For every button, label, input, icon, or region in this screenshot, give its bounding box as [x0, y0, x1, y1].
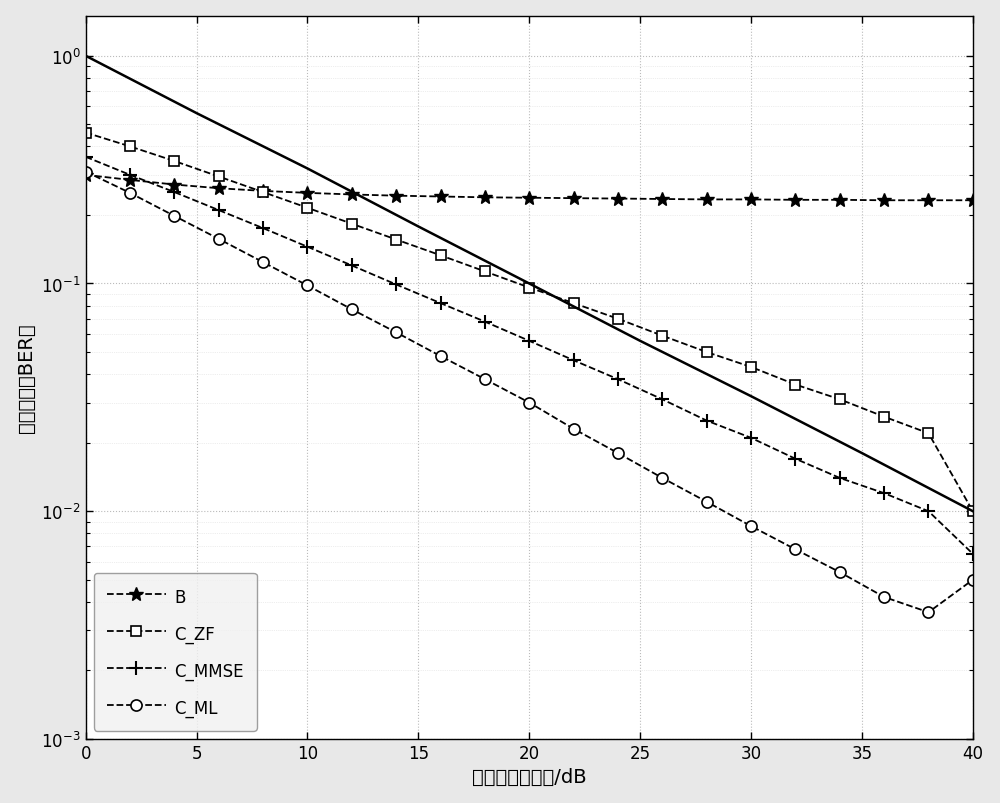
C_ZF — [701, 348, 713, 357]
C_ZF — [168, 157, 180, 167]
B — [922, 196, 934, 206]
C_MMSE — [967, 549, 979, 559]
C_MMSE — [878, 489, 890, 499]
C_MMSE — [301, 243, 313, 252]
C_ML — [523, 398, 535, 408]
B — [656, 195, 668, 205]
C_MMSE — [701, 416, 713, 426]
C_ZF — [346, 220, 358, 230]
C_MMSE — [257, 224, 269, 234]
C_ZF — [745, 363, 757, 373]
C_ML — [257, 258, 269, 267]
X-axis label: 系统平均信噪比/dB: 系统平均信噪比/dB — [472, 768, 587, 786]
B — [390, 192, 402, 202]
B — [168, 181, 180, 190]
C_ML — [213, 234, 225, 244]
C_ML — [612, 449, 624, 459]
C_ML — [568, 425, 580, 434]
B — [878, 196, 890, 206]
Y-axis label: 误比特率（BER）: 误比特率（BER） — [17, 323, 36, 433]
Line: C_ZF: C_ZF — [81, 128, 978, 516]
C_ML — [922, 608, 934, 618]
C_ZF — [257, 188, 269, 198]
B — [701, 195, 713, 205]
C_ML — [479, 375, 491, 385]
Line: B: B — [79, 169, 980, 208]
C_ML — [301, 281, 313, 291]
Line: C_ML: C_ML — [80, 167, 978, 618]
B — [745, 195, 757, 205]
C_MMSE — [390, 280, 402, 290]
C_ZF — [922, 429, 934, 438]
C_ML — [80, 168, 92, 177]
C_MMSE — [80, 153, 92, 162]
C_ML — [967, 575, 979, 585]
B — [213, 184, 225, 194]
C_ML — [656, 474, 668, 483]
C_MMSE — [834, 474, 846, 483]
B — [257, 187, 269, 197]
Legend: B, C_ZF, C_MMSE, C_ML: B, C_ZF, C_MMSE, C_ML — [94, 573, 257, 731]
B — [80, 171, 92, 181]
C_MMSE — [922, 507, 934, 516]
C_ZF — [834, 395, 846, 405]
C_ML — [745, 522, 757, 532]
C_MMSE — [789, 454, 801, 464]
C_ML — [346, 305, 358, 315]
B — [789, 196, 801, 206]
C_ZF — [878, 413, 890, 422]
C_ZF — [124, 142, 136, 152]
C_ML — [834, 568, 846, 577]
B — [568, 194, 580, 204]
C_ML — [124, 189, 136, 198]
C_MMSE — [168, 188, 180, 198]
B — [435, 193, 447, 202]
C_MMSE — [523, 336, 535, 346]
C_ZF — [301, 204, 313, 214]
C_ZF — [656, 332, 668, 341]
C_MMSE — [568, 356, 580, 365]
B — [834, 196, 846, 206]
C_ML — [701, 497, 713, 507]
B — [124, 176, 136, 185]
B — [301, 189, 313, 198]
B — [523, 194, 535, 203]
C_ZF — [612, 315, 624, 324]
C_MMSE — [213, 206, 225, 216]
C_MMSE — [612, 375, 624, 385]
C_MMSE — [479, 317, 491, 327]
C_ZF — [80, 128, 92, 138]
C_MMSE — [656, 395, 668, 405]
B — [612, 194, 624, 204]
C_ML — [789, 545, 801, 555]
C_MMSE — [124, 171, 136, 181]
B — [967, 196, 979, 206]
C_ZF — [390, 235, 402, 245]
C_ML — [878, 593, 890, 602]
C_ML — [435, 352, 447, 361]
C_ZF — [789, 381, 801, 390]
C_ZF — [435, 251, 447, 261]
C_ZF — [568, 299, 580, 308]
C_MMSE — [745, 434, 757, 443]
B — [346, 190, 358, 200]
C_ML — [168, 212, 180, 222]
C_ZF — [967, 507, 979, 516]
C_MMSE — [346, 261, 358, 271]
C_ZF — [213, 173, 225, 182]
B — [479, 194, 491, 203]
C_ZF — [479, 267, 491, 277]
Line: C_MMSE: C_MMSE — [79, 151, 980, 561]
C_ML — [390, 328, 402, 338]
C_MMSE — [435, 299, 447, 308]
C_ZF — [523, 283, 535, 293]
